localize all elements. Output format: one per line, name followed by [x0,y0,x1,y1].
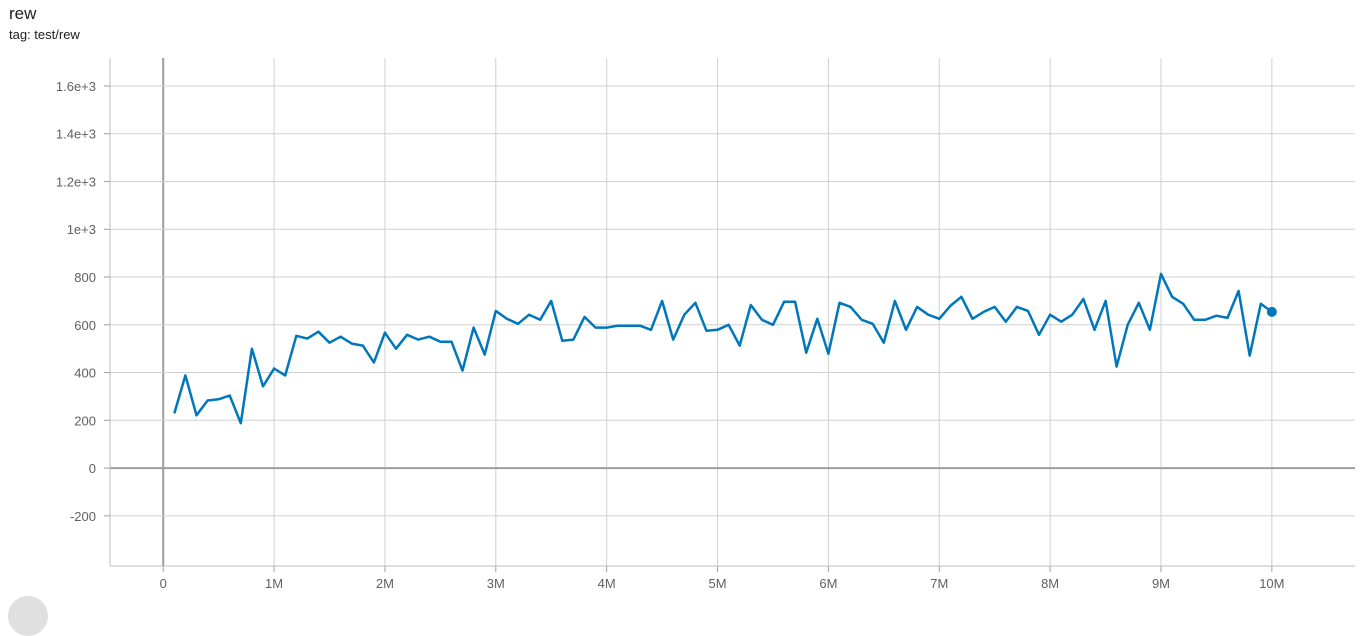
y-tick-label: 200 [74,413,96,428]
y-tick-label: -200 [70,509,96,524]
y-tick-label: 600 [74,318,96,333]
x-tick-label: 2M [376,576,394,591]
y-tick-label: 1.6e+3 [56,79,96,94]
series-line [173,272,1273,425]
x-tick-label: 6M [819,576,837,591]
y-tick-label: 1e+3 [67,222,96,237]
x-tick-label: 7M [930,576,948,591]
y-tick-label: 0 [89,461,96,476]
x-tick-label: 5M [709,576,727,591]
x-tick-label: 0 [160,576,167,591]
x-tick-label: 4M [598,576,616,591]
x-tick-label: 8M [1041,576,1059,591]
chart: 0 1M 2M 3M 4M 5M 6M 7M 8M 9M 10M -200 0 200 400 600 800 1… [56,58,1355,591]
x-tick-label: 9M [1152,576,1170,591]
x-tick-label: 1M [265,576,283,591]
expand-button[interactable] [8,596,48,636]
x-tick-label: 10M [1259,576,1284,591]
x-tick-label: 3M [487,576,505,591]
chart-title: rew [9,4,37,23]
y-tick-label: 1.2e+3 [56,174,96,189]
y-tick-label: 400 [74,366,96,381]
y-tick-label: 800 [74,270,96,285]
y-tick-label: 1.4e+3 [56,127,96,142]
last-point-marker [1266,306,1277,317]
chart-tag: tag: test/rew [9,27,80,42]
